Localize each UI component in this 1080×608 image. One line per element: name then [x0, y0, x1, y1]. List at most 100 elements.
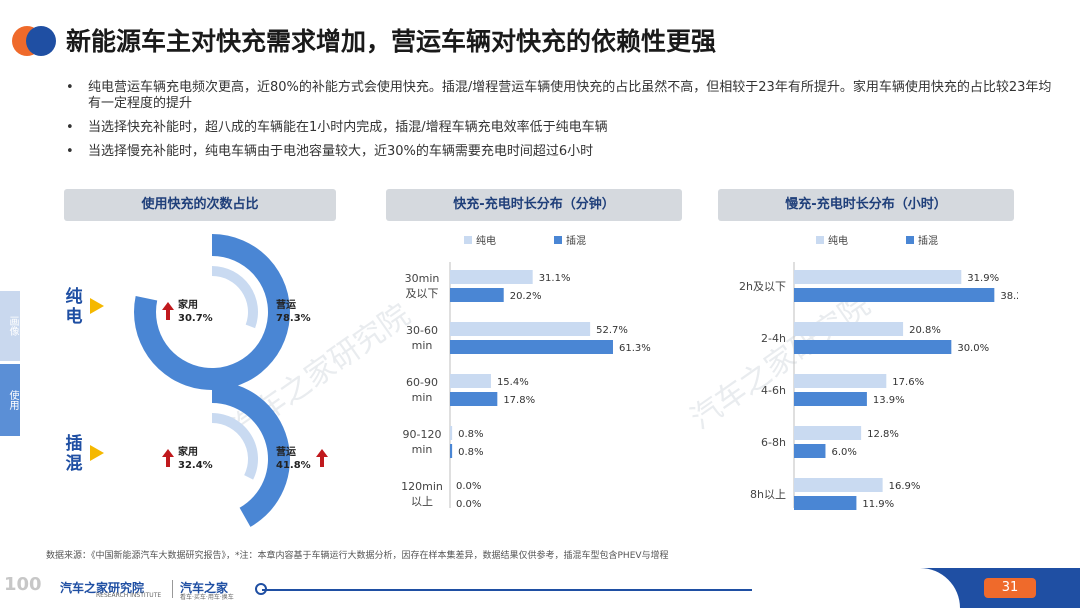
bar-value-label: 31.9% — [967, 273, 999, 284]
bar — [794, 340, 952, 354]
bar-value-label: 15.4% — [497, 377, 529, 388]
bar-value-label: 13.9% — [873, 395, 905, 406]
donut-group-label: 混 — [66, 454, 83, 474]
bar — [794, 444, 826, 458]
bullet-mark: • — [66, 144, 74, 159]
bar — [794, 288, 995, 302]
bullet-item: • 当选择慢充补能时，纯电车辆由于电池容量较大，近30%的车辆需要充电时间超过6… — [66, 144, 1056, 160]
logo-divider — [172, 580, 173, 598]
donut-group-label: 插 — [66, 433, 83, 454]
legend-label: 纯电 — [828, 234, 848, 247]
bar — [450, 340, 613, 354]
bar — [450, 322, 591, 336]
bullet-mark: • — [66, 80, 74, 95]
bar-value-label: 0.8% — [458, 429, 483, 440]
legend-swatch — [464, 236, 472, 244]
bar-value-label: 0.0% — [456, 481, 481, 492]
category-label: 4-6h — [761, 384, 786, 397]
category-label: min — [412, 339, 433, 352]
bar — [794, 270, 962, 284]
category-label: 30min — [405, 272, 440, 285]
category-label: min — [412, 443, 433, 456]
donut-slice-label: 营运 — [276, 298, 296, 311]
bullet-mark: • — [66, 120, 74, 135]
side-tab-portrait[interactable]: 画像 — [0, 291, 20, 361]
bar-value-label: 61.3% — [619, 343, 651, 354]
bar-value-label: 11.9% — [862, 499, 894, 510]
bar-value-label: 6.0% — [831, 447, 856, 458]
bar — [450, 444, 453, 458]
donut-panel-header: 使用快充的次数占比 — [64, 189, 336, 221]
category-label: 6-8h — [761, 436, 786, 449]
legend-swatch — [554, 236, 562, 244]
research-institute-logo: 汽车之家研究院 — [60, 581, 145, 595]
bar-value-label: 38.2% — [1000, 291, 1018, 302]
page-number: 31 — [984, 578, 1036, 598]
side-tab-usage[interactable]: 使用 — [0, 364, 20, 436]
up-arrow-icon — [162, 449, 174, 467]
category-label: 2h及以下 — [739, 280, 786, 293]
fast-panel-header: 快充-充电时长分布（分钟） — [386, 189, 682, 221]
donut-slice-value: 32.4% — [178, 460, 213, 471]
donut-slice-label: 家用 — [178, 445, 198, 458]
footer-white-area — [0, 568, 960, 608]
footer-source-note: 数据来源：《中国新能源汽车大数据研究报告》，*注：本章内容基于车辆运行大数据分析… — [46, 551, 669, 561]
slow-charge-chart: 纯电 插混 2h及以下 31.9%38.2% 2-4h 20.8% 30.0% 4-6h 17.… — [739, 234, 1018, 510]
bar — [794, 496, 857, 510]
progress-line — [262, 589, 752, 591]
donut-slice-value: 78.3% — [276, 313, 311, 324]
donut-group-label: 纯 — [66, 286, 83, 307]
bar-value-label: 17.8% — [503, 395, 535, 406]
bar-value-label: 0.8% — [458, 447, 483, 458]
bar-value-label: 30.0% — [957, 343, 989, 354]
bar-value-label: 31.1% — [539, 273, 571, 284]
bullet-item: • 纯电营运车辆充电频次更高，近80%的补能方式会使用快充。插混/增程营运车辆使… — [66, 80, 1056, 112]
corner-logo-mark: 100 — [4, 574, 42, 595]
bar — [794, 426, 862, 440]
bullet-list: • 纯电营运车辆充电频次更高，近80%的补能方式会使用快充。插混/增程营运车辆使… — [66, 80, 1056, 166]
category-label: 8h以上 — [750, 488, 786, 501]
bar — [450, 374, 491, 388]
slow-panel-header: 慢充-充电时长分布（小时） — [718, 189, 1014, 221]
bullet-text: 纯电营运车辆充电频次更高，近80%的补能方式会使用快充。插混/增程营运车辆使用快… — [88, 80, 1052, 111]
page-title: 新能源车主对快充需求增加，营运车辆对快充的依赖性更强 — [66, 27, 717, 56]
bar — [450, 426, 453, 440]
bar-value-label: 52.7% — [596, 325, 628, 336]
category-label: 30-60 — [406, 324, 438, 337]
category-label: 及以下 — [406, 287, 439, 300]
triangle-pointer-icon — [90, 445, 104, 461]
bullet-text: 当选择慢充补能时，纯电车辆由于电池容量较大，近30%的车辆需要充电时间超过6小时 — [88, 144, 594, 159]
bullet-item: • 当选择快充补能时，超八成的车辆能在1小时内完成，插混/增程车辆充电效率低于纯… — [66, 120, 1056, 136]
up-arrow-icon — [316, 449, 328, 467]
category-label: 90-120 — [403, 428, 442, 441]
bar — [794, 478, 883, 492]
up-arrow-icon — [162, 302, 174, 320]
legend-swatch — [906, 236, 914, 244]
bar-value-label: 16.9% — [889, 481, 921, 492]
donut-slice-value: 41.8% — [276, 460, 311, 471]
donut-slice-label: 营运 — [276, 445, 296, 458]
category-label: 120min — [401, 480, 443, 493]
bar — [450, 270, 533, 284]
title-dot-blue — [26, 26, 56, 56]
donut-slice-value: 30.7% — [178, 313, 213, 324]
fast-charge-chart: 纯电 插混 30min 及以下 31.1% 20.2% 30-60 min 52.7% 61.3%… — [401, 234, 651, 510]
category-label: 2-4h — [761, 332, 786, 345]
legend-label: 插混 — [566, 234, 586, 247]
bar — [450, 392, 498, 406]
legend-label: 纯电 — [476, 234, 496, 247]
bar — [794, 322, 904, 336]
bar-value-label: 20.8% — [909, 325, 941, 336]
autohome-logo-sub: 看车·买车·用车·换车 — [180, 594, 234, 601]
bar-value-label: 0.0% — [456, 499, 481, 510]
bar — [450, 288, 504, 302]
triangle-pointer-icon — [90, 298, 104, 314]
category-label: min — [412, 391, 433, 404]
category-label: 以上 — [411, 495, 433, 508]
bar-value-label: 17.6% — [892, 377, 924, 388]
autohome-logo: 汽车之家 — [180, 581, 229, 595]
legend-swatch — [816, 236, 824, 244]
bar-value-label: 20.2% — [510, 291, 542, 302]
bullet-text: 当选择快充补能时，超八成的车辆能在1小时内完成，插混/增程车辆充电效率低于纯电车… — [88, 120, 608, 135]
